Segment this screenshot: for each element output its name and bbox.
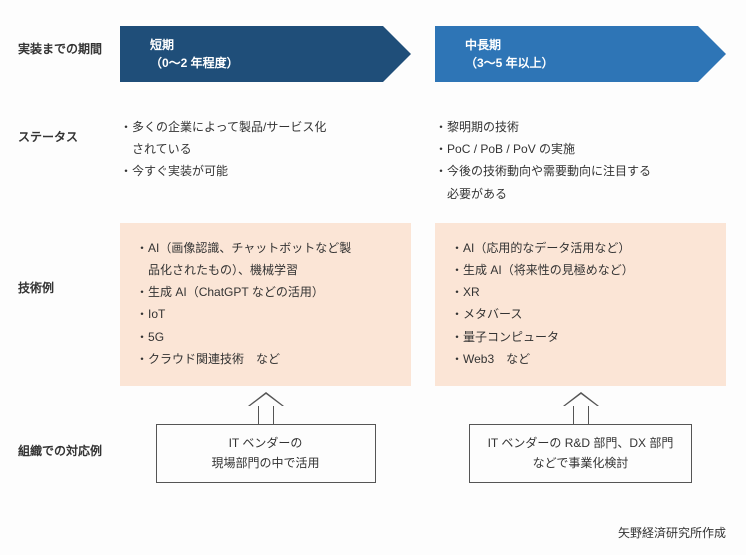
- list-item: Web3 など: [451, 348, 710, 370]
- list-item: 黎明期の技術: [435, 116, 726, 138]
- list-item: AI（画像認識、チャットボットなど製: [136, 237, 395, 259]
- label-status: ステータス: [0, 116, 120, 145]
- org-short-line1: IT ベンダーの: [175, 433, 357, 453]
- list-item: クラウド関連技術 など: [136, 348, 395, 370]
- up-arrow-icon: [563, 392, 599, 426]
- list-item: メタバース: [451, 303, 710, 325]
- list-item-continuation: 必要がある: [435, 183, 726, 205]
- arrow-short-term: 短期 （0～2 年程度）: [120, 26, 411, 82]
- list-item: XR: [451, 281, 710, 303]
- org-long-box: IT ベンダーの R&D 部門、DX 部門 などで事業化検討: [469, 424, 693, 483]
- credit-text: 矢野経済研究所作成: [618, 524, 726, 541]
- arrow-short-subtitle: （0～2 年程度）: [150, 54, 411, 72]
- up-arrow-icon: [248, 392, 284, 426]
- arrow-long-title: 中長期: [465, 36, 726, 54]
- list-item-continuation: されている: [120, 138, 411, 160]
- list-item-continuation: 品化されたもの）、機械学習: [136, 259, 395, 281]
- list-item: 生成 AI（将来性の見極めなど）: [451, 259, 710, 281]
- list-item: 5G: [136, 326, 395, 348]
- org-short-box: IT ベンダーの 現場部門の中で活用: [156, 424, 376, 483]
- list-item: IoT: [136, 303, 395, 325]
- list-item: PoC / PoB / PoV の実施: [435, 138, 726, 160]
- status-long-list: 黎明期の技術PoC / PoB / PoV の実施今後の技術動向や需要動向に注目…: [435, 116, 726, 205]
- label-period: 実装までの期間: [0, 26, 120, 57]
- list-item: 量子コンピュータ: [451, 326, 710, 348]
- label-org: 組織での対応例: [0, 392, 120, 459]
- list-item: AI（応用的なデータ活用など）: [451, 237, 710, 259]
- list-item: 生成 AI（ChatGPT などの活用）: [136, 281, 395, 303]
- org-long-line1: IT ベンダーの R&D 部門、DX 部門: [488, 433, 674, 453]
- org-long-line2: などで事業化検討: [488, 453, 674, 473]
- arrow-short-title: 短期: [150, 36, 411, 54]
- org-short-line2: 現場部門の中で活用: [175, 453, 357, 473]
- list-item: 今すぐ実装が可能: [120, 160, 411, 182]
- list-item: 今後の技術動向や需要動向に注目する: [435, 160, 726, 182]
- tech-long-box: AI（応用的なデータ活用など）生成 AI（将来性の見極めなど）XRメタバース量子…: [435, 223, 726, 386]
- label-tech: 技術例: [0, 223, 120, 296]
- tech-short-box: AI（画像認識、チャットボットなど製品化されたもの）、機械学習生成 AI（Cha…: [120, 223, 411, 386]
- status-short-list: 多くの企業によって製品/サービス化されている今すぐ実装が可能: [120, 116, 411, 205]
- arrow-long-subtitle: （3～5 年以上）: [465, 54, 726, 72]
- arrow-long-term: 中長期 （3～5 年以上）: [435, 26, 726, 82]
- list-item: 多くの企業によって製品/サービス化: [120, 116, 411, 138]
